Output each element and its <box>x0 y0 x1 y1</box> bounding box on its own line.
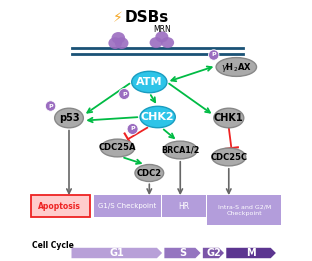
Text: G1: G1 <box>110 248 124 258</box>
Ellipse shape <box>108 37 122 49</box>
Text: Intra-S and G2/M
Checkpoint: Intra-S and G2/M Checkpoint <box>218 205 271 216</box>
Text: CHK1: CHK1 <box>214 113 244 123</box>
FancyArrow shape <box>226 248 276 258</box>
Text: M: M <box>246 248 256 258</box>
Text: ATM: ATM <box>136 77 163 87</box>
FancyBboxPatch shape <box>95 195 161 217</box>
Circle shape <box>127 123 138 134</box>
Text: G1/S Checkpoint: G1/S Checkpoint <box>98 203 157 209</box>
Text: G2: G2 <box>206 248 221 258</box>
Circle shape <box>119 88 130 99</box>
Text: BRCA1/2: BRCA1/2 <box>161 145 199 155</box>
Ellipse shape <box>135 164 164 181</box>
FancyBboxPatch shape <box>31 195 90 217</box>
Ellipse shape <box>216 58 256 76</box>
Ellipse shape <box>111 32 125 44</box>
Ellipse shape <box>212 148 246 166</box>
Text: $\gamma$H$_2$AX: $\gamma$H$_2$AX <box>221 61 252 74</box>
Text: HR: HR <box>178 202 190 211</box>
Text: ⚡: ⚡ <box>113 11 122 25</box>
Text: P: P <box>122 92 127 97</box>
Text: P: P <box>48 104 53 109</box>
Ellipse shape <box>149 37 163 48</box>
Text: CDC25A: CDC25A <box>99 144 136 152</box>
Ellipse shape <box>163 141 197 159</box>
Text: p53: p53 <box>59 113 79 123</box>
Text: MRN: MRN <box>153 26 171 34</box>
Ellipse shape <box>132 71 167 93</box>
FancyBboxPatch shape <box>207 195 281 225</box>
FancyArrow shape <box>164 248 201 258</box>
Text: CDC25C: CDC25C <box>210 152 247 162</box>
Text: Cell Cycle: Cell Cycle <box>32 241 74 251</box>
Circle shape <box>45 101 56 111</box>
Text: Apoptosis: Apoptosis <box>38 202 81 211</box>
FancyArrow shape <box>71 248 162 258</box>
Text: P: P <box>130 127 135 132</box>
Ellipse shape <box>214 108 244 128</box>
FancyBboxPatch shape <box>162 195 206 217</box>
Ellipse shape <box>161 37 174 48</box>
Text: DSBs: DSBs <box>125 10 169 26</box>
Ellipse shape <box>140 106 175 128</box>
Text: CHK2: CHK2 <box>141 112 174 122</box>
FancyArrow shape <box>203 248 224 258</box>
Text: CDC2: CDC2 <box>137 169 162 177</box>
Text: P: P <box>212 52 216 57</box>
Ellipse shape <box>155 31 168 42</box>
Ellipse shape <box>100 139 134 157</box>
Ellipse shape <box>115 37 129 49</box>
Ellipse shape <box>55 108 83 128</box>
Circle shape <box>208 50 219 60</box>
Text: S: S <box>179 248 186 258</box>
